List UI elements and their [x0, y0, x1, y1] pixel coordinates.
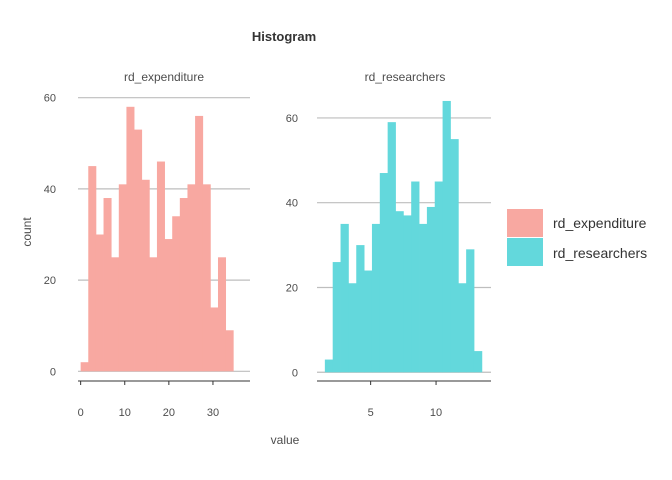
y-tick-label: 60	[44, 93, 56, 105]
histogram-bar	[395, 211, 404, 373]
histogram-bar	[172, 216, 181, 372]
panel-rd-researchers: rd_researchers 0 20 40 60 5 10	[286, 70, 491, 419]
histogram-bar	[371, 223, 381, 373]
histogram-bar	[202, 184, 211, 372]
histogram-bar	[103, 198, 112, 372]
y-axis-label: count	[20, 217, 34, 247]
histogram-bar	[164, 239, 173, 372]
histogram-bar	[80, 362, 89, 372]
y-tick-label: 0	[50, 366, 56, 378]
histogram-bar	[179, 198, 188, 372]
histogram-bar	[387, 122, 396, 373]
histogram-bar	[332, 262, 341, 373]
histogram-bar	[95, 234, 104, 372]
x-tick-label: 10	[430, 407, 442, 419]
y-tick-label: 60	[286, 113, 298, 125]
chart-title: Histogram	[252, 29, 316, 44]
x-tick-label: 0	[78, 407, 84, 419]
histogram-bar	[141, 179, 150, 372]
x-tick-label: 20	[163, 407, 175, 419]
legend: rd_expenditure rd_researchers	[507, 209, 647, 266]
histogram-bar	[156, 161, 165, 372]
y-tick-label: 20	[44, 275, 56, 287]
y-tick-label: 20	[286, 282, 298, 294]
y-tick-label: 0	[292, 367, 298, 379]
histogram-bar	[324, 359, 334, 373]
panel-strip-label: rd_expenditure	[124, 70, 204, 84]
x-axis-label: value	[271, 433, 300, 447]
histogram-bar	[466, 249, 475, 373]
panel-strip-label: rd_researchers	[365, 70, 446, 84]
histogram-bar	[217, 257, 227, 372]
panel-rd-expenditure: rd_expenditure 0 20 40 60 0 10 20 30	[44, 70, 250, 419]
histogram-bar	[403, 215, 412, 373]
legend-label-rd-expenditure: rd_expenditure	[553, 215, 647, 231]
y-tick-label: 40	[286, 198, 298, 210]
legend-label-rd-researchers: rd_researchers	[553, 245, 647, 261]
histogram-bar	[364, 270, 373, 373]
histogram-bar	[134, 129, 143, 372]
histogram-bar	[195, 115, 204, 372]
x-tick-label: 10	[119, 407, 131, 419]
legend-key-rd-expenditure	[507, 209, 543, 237]
histogram-bar	[126, 106, 135, 372]
histogram-bar	[426, 206, 436, 373]
histogram-bar	[458, 283, 467, 373]
histogram-bar	[356, 245, 365, 373]
histogram-bar	[379, 173, 389, 373]
histogram-bar	[450, 139, 459, 373]
histogram-bar	[411, 181, 420, 373]
histogram-bar	[88, 166, 97, 372]
histogram-bar	[473, 351, 483, 373]
histogram-bar	[442, 100, 451, 373]
histogram-bar	[210, 307, 219, 372]
histogram-bar	[434, 181, 443, 373]
y-tick-label: 40	[44, 184, 56, 196]
legend-key-rd-researchers	[507, 238, 543, 266]
histogram-bar	[149, 257, 158, 372]
histogram-bar	[225, 330, 234, 372]
histogram-bar	[419, 223, 428, 373]
histogram-bar	[111, 257, 120, 372]
histogram-bar	[187, 184, 196, 372]
x-tick-label: 30	[207, 407, 219, 419]
histogram-bar	[340, 223, 349, 373]
histogram-bar	[348, 283, 357, 373]
histogram-bar	[118, 184, 127, 372]
x-tick-label: 5	[368, 407, 374, 419]
